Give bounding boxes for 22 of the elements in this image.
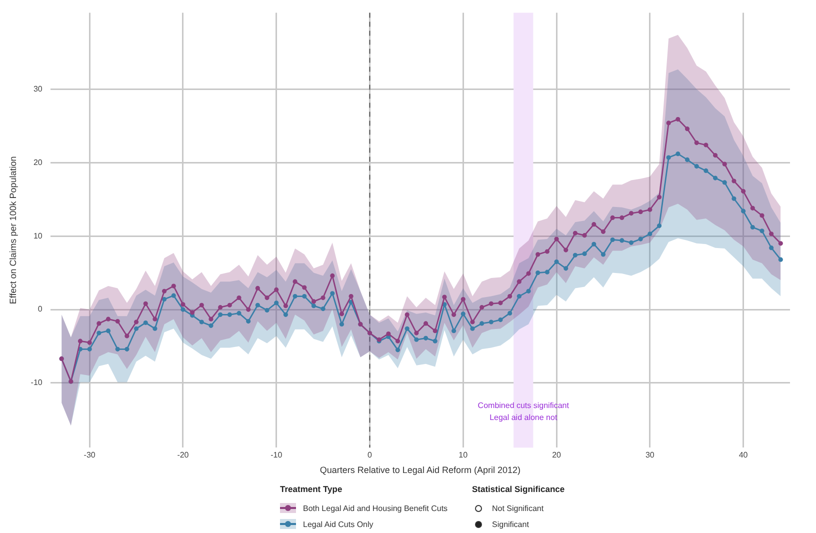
y-tick-label: -10 — [30, 378, 43, 388]
x-tick-label: 20 — [552, 450, 562, 460]
x-axis-title: Quarters Relative to Legal Aid Reform (April 2012) — [320, 465, 520, 476]
x-tick-label: 0 — [368, 450, 373, 460]
legend-label: Both Legal Aid and Housing Benefit Cuts — [303, 504, 448, 512]
y-tick-label: 10 — [33, 231, 43, 240]
x-tick-label: 40 — [738, 450, 748, 460]
legend-title: Treatment Type — [280, 484, 344, 494]
text: Statistical Significance — [472, 484, 565, 494]
text: Not Significant — [492, 504, 544, 512]
band-label: Combined cuts significant Legal aid alone not — [478, 400, 570, 422]
y-axis-title: Effect on Claims per 100k Population — [8, 156, 18, 304]
x-tick-label: -10 — [270, 450, 283, 460]
y-tick-label: 0 — [38, 304, 43, 314]
legend-label: Legal Aid Cuts Only — [303, 520, 374, 528]
x-tick-label: -30 — [84, 450, 96, 460]
x-tick-label: 30 — [645, 450, 655, 460]
text: Significant — [492, 520, 529, 528]
y-tick-label: 20 — [33, 158, 43, 167]
x-tick-label: 10 — [458, 450, 468, 460]
x-tick-label: -20 — [177, 450, 190, 460]
y-tick-label: 30 — [33, 84, 43, 94]
